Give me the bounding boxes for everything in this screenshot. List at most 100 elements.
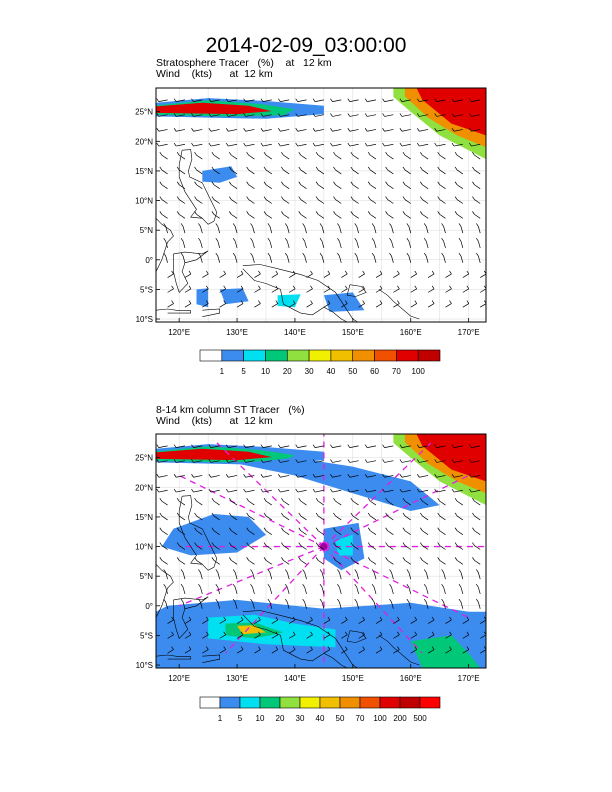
wind-barb (213, 154, 220, 160)
wind-barb-flag (350, 497, 354, 502)
wind-barb (300, 154, 307, 160)
wind-barb (219, 288, 226, 293)
wind-barb (460, 226, 464, 234)
wind-barb-flag (330, 459, 333, 463)
wind-barb-flag (389, 252, 392, 257)
wind-barb-flag (354, 569, 358, 573)
wind-barb (252, 226, 255, 234)
wind-barb-flag (469, 474, 472, 478)
wind-barb (401, 489, 411, 493)
wind-barb (439, 199, 446, 204)
x-tick-label: 130°E (226, 674, 248, 683)
wind-barb (422, 169, 429, 175)
wind-barb-flag (284, 223, 288, 227)
wind-barb-flag (246, 166, 249, 171)
wind-barb (196, 214, 203, 219)
wind-barb (439, 545, 446, 550)
wind-barb-flag (246, 512, 249, 517)
wind-barb (271, 303, 278, 308)
wind-barb-flag (188, 646, 192, 650)
wind-barb-flag (278, 474, 281, 478)
wind-barb-flag (176, 542, 180, 546)
wind-barb (262, 489, 272, 493)
wind-barb-flag (295, 459, 298, 463)
wind-barb-flag (423, 238, 427, 242)
wind-barb (471, 129, 481, 132)
wind-barb-flag (156, 444, 160, 448)
panel2-subtitle-2: Wind (kts) at 12 km (156, 415, 273, 427)
wind-barb (269, 241, 273, 249)
wind-barb (474, 184, 481, 189)
wind-barb-flag (416, 459, 420, 463)
wind-barb-flag (350, 196, 354, 200)
radial-dashed-line (213, 439, 325, 548)
wind-barb (228, 475, 238, 478)
wind-barb (436, 489, 446, 493)
wind-barb (262, 114, 272, 117)
wind-barb (196, 184, 203, 189)
wind-barb (352, 560, 359, 565)
wind-barb (356, 241, 359, 249)
wind-barb (269, 572, 273, 580)
wind-barb (254, 649, 261, 654)
wind-barb-flag (180, 584, 184, 588)
wind-barb (422, 515, 429, 521)
wind-barb-flag (258, 285, 261, 289)
wind-barb-flag (232, 252, 236, 257)
coastline-new-guinea-north (242, 264, 358, 322)
wind-barb (300, 515, 307, 521)
wind-barb (456, 515, 464, 521)
wind-barb (269, 226, 273, 234)
wind-barb (373, 572, 377, 580)
wind-barb-flag (466, 285, 470, 289)
wind-barb-flag (225, 444, 229, 448)
wind-barb-flag (364, 459, 368, 463)
wind-barb (182, 587, 186, 595)
wind-barb (167, 303, 174, 308)
wind-barb (248, 560, 255, 565)
wind-barb-flag (173, 128, 177, 132)
wind-barb (167, 288, 174, 293)
wind-barb-flag (441, 584, 444, 588)
wind-barb (234, 226, 238, 234)
wind-barb (202, 273, 209, 278)
wind-barb (367, 489, 377, 493)
wind-barb-flag (347, 459, 351, 463)
wind-barb (202, 619, 209, 624)
wind-barb (196, 515, 203, 521)
wind-barb (219, 649, 226, 654)
wind-barb-flag (302, 584, 305, 588)
coastline-solomons (378, 635, 420, 666)
wind-barb-flag (406, 223, 410, 227)
wind-barb (269, 587, 273, 595)
wind-barb (271, 273, 278, 278)
wind-barb-flag (420, 497, 423, 502)
wind-barb-flag (354, 584, 358, 588)
wind-barb (480, 273, 486, 278)
wind-barb (321, 255, 325, 263)
wind-barb-flag (211, 196, 215, 200)
wind-barb (358, 273, 365, 278)
wind-barb-flag (281, 542, 284, 546)
wind-barb-flag (284, 584, 288, 588)
wind-barb-flag (310, 300, 313, 304)
wind-barb-flag (364, 474, 368, 478)
wind-barb-flag (278, 98, 281, 102)
wind-barb (445, 634, 452, 639)
radial-dashed-line (323, 546, 423, 654)
wind-barb-flag (194, 211, 197, 215)
wind-barb (317, 500, 325, 506)
wind-barb (304, 226, 307, 234)
wind-barb-flag (198, 598, 201, 603)
colorbar-label: 5 (238, 714, 243, 723)
wind-barb (439, 154, 446, 160)
wind-barb (317, 545, 325, 550)
wind-barb (436, 475, 446, 478)
wind-barb-flag (298, 151, 302, 156)
wind-barb-flag (191, 142, 194, 147)
wind-barb (439, 500, 446, 506)
wind-barb (349, 445, 359, 448)
radial-dashed-line (178, 545, 325, 607)
wind-barb-flag (211, 181, 215, 185)
wind-barb (404, 545, 411, 550)
